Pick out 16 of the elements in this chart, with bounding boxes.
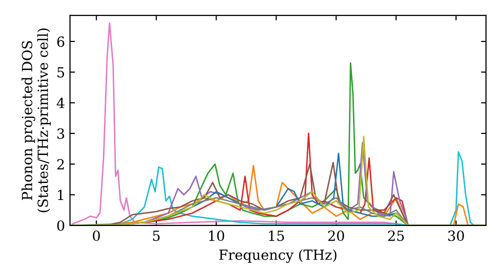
- x-tick-label: 0: [92, 230, 100, 242]
- y-tick-label: 4: [56, 98, 64, 108]
- x-tick-label: 30: [448, 230, 464, 242]
- y-tick-label: 5: [57, 67, 64, 78]
- x-axis-title: Frequency (THz): [219, 249, 336, 263]
- x-tick-label: 25: [388, 230, 404, 242]
- x-tick-label: 20: [328, 230, 344, 242]
- y-tick-label: 1: [58, 190, 64, 200]
- x-tick-label: 5: [153, 230, 160, 242]
- y-tick-label: 6: [57, 36, 64, 47]
- x-tick-label: 15: [269, 230, 284, 242]
- x-tick-label: 10: [209, 230, 224, 242]
- y-tick-label: 0: [57, 220, 64, 231]
- y-tick-label: 2: [57, 159, 64, 170]
- y-tick-label: 3: [57, 128, 64, 139]
- y-axis-title: Phonon projected DOS (States/THz·primitive cell): [22, 28, 51, 212]
